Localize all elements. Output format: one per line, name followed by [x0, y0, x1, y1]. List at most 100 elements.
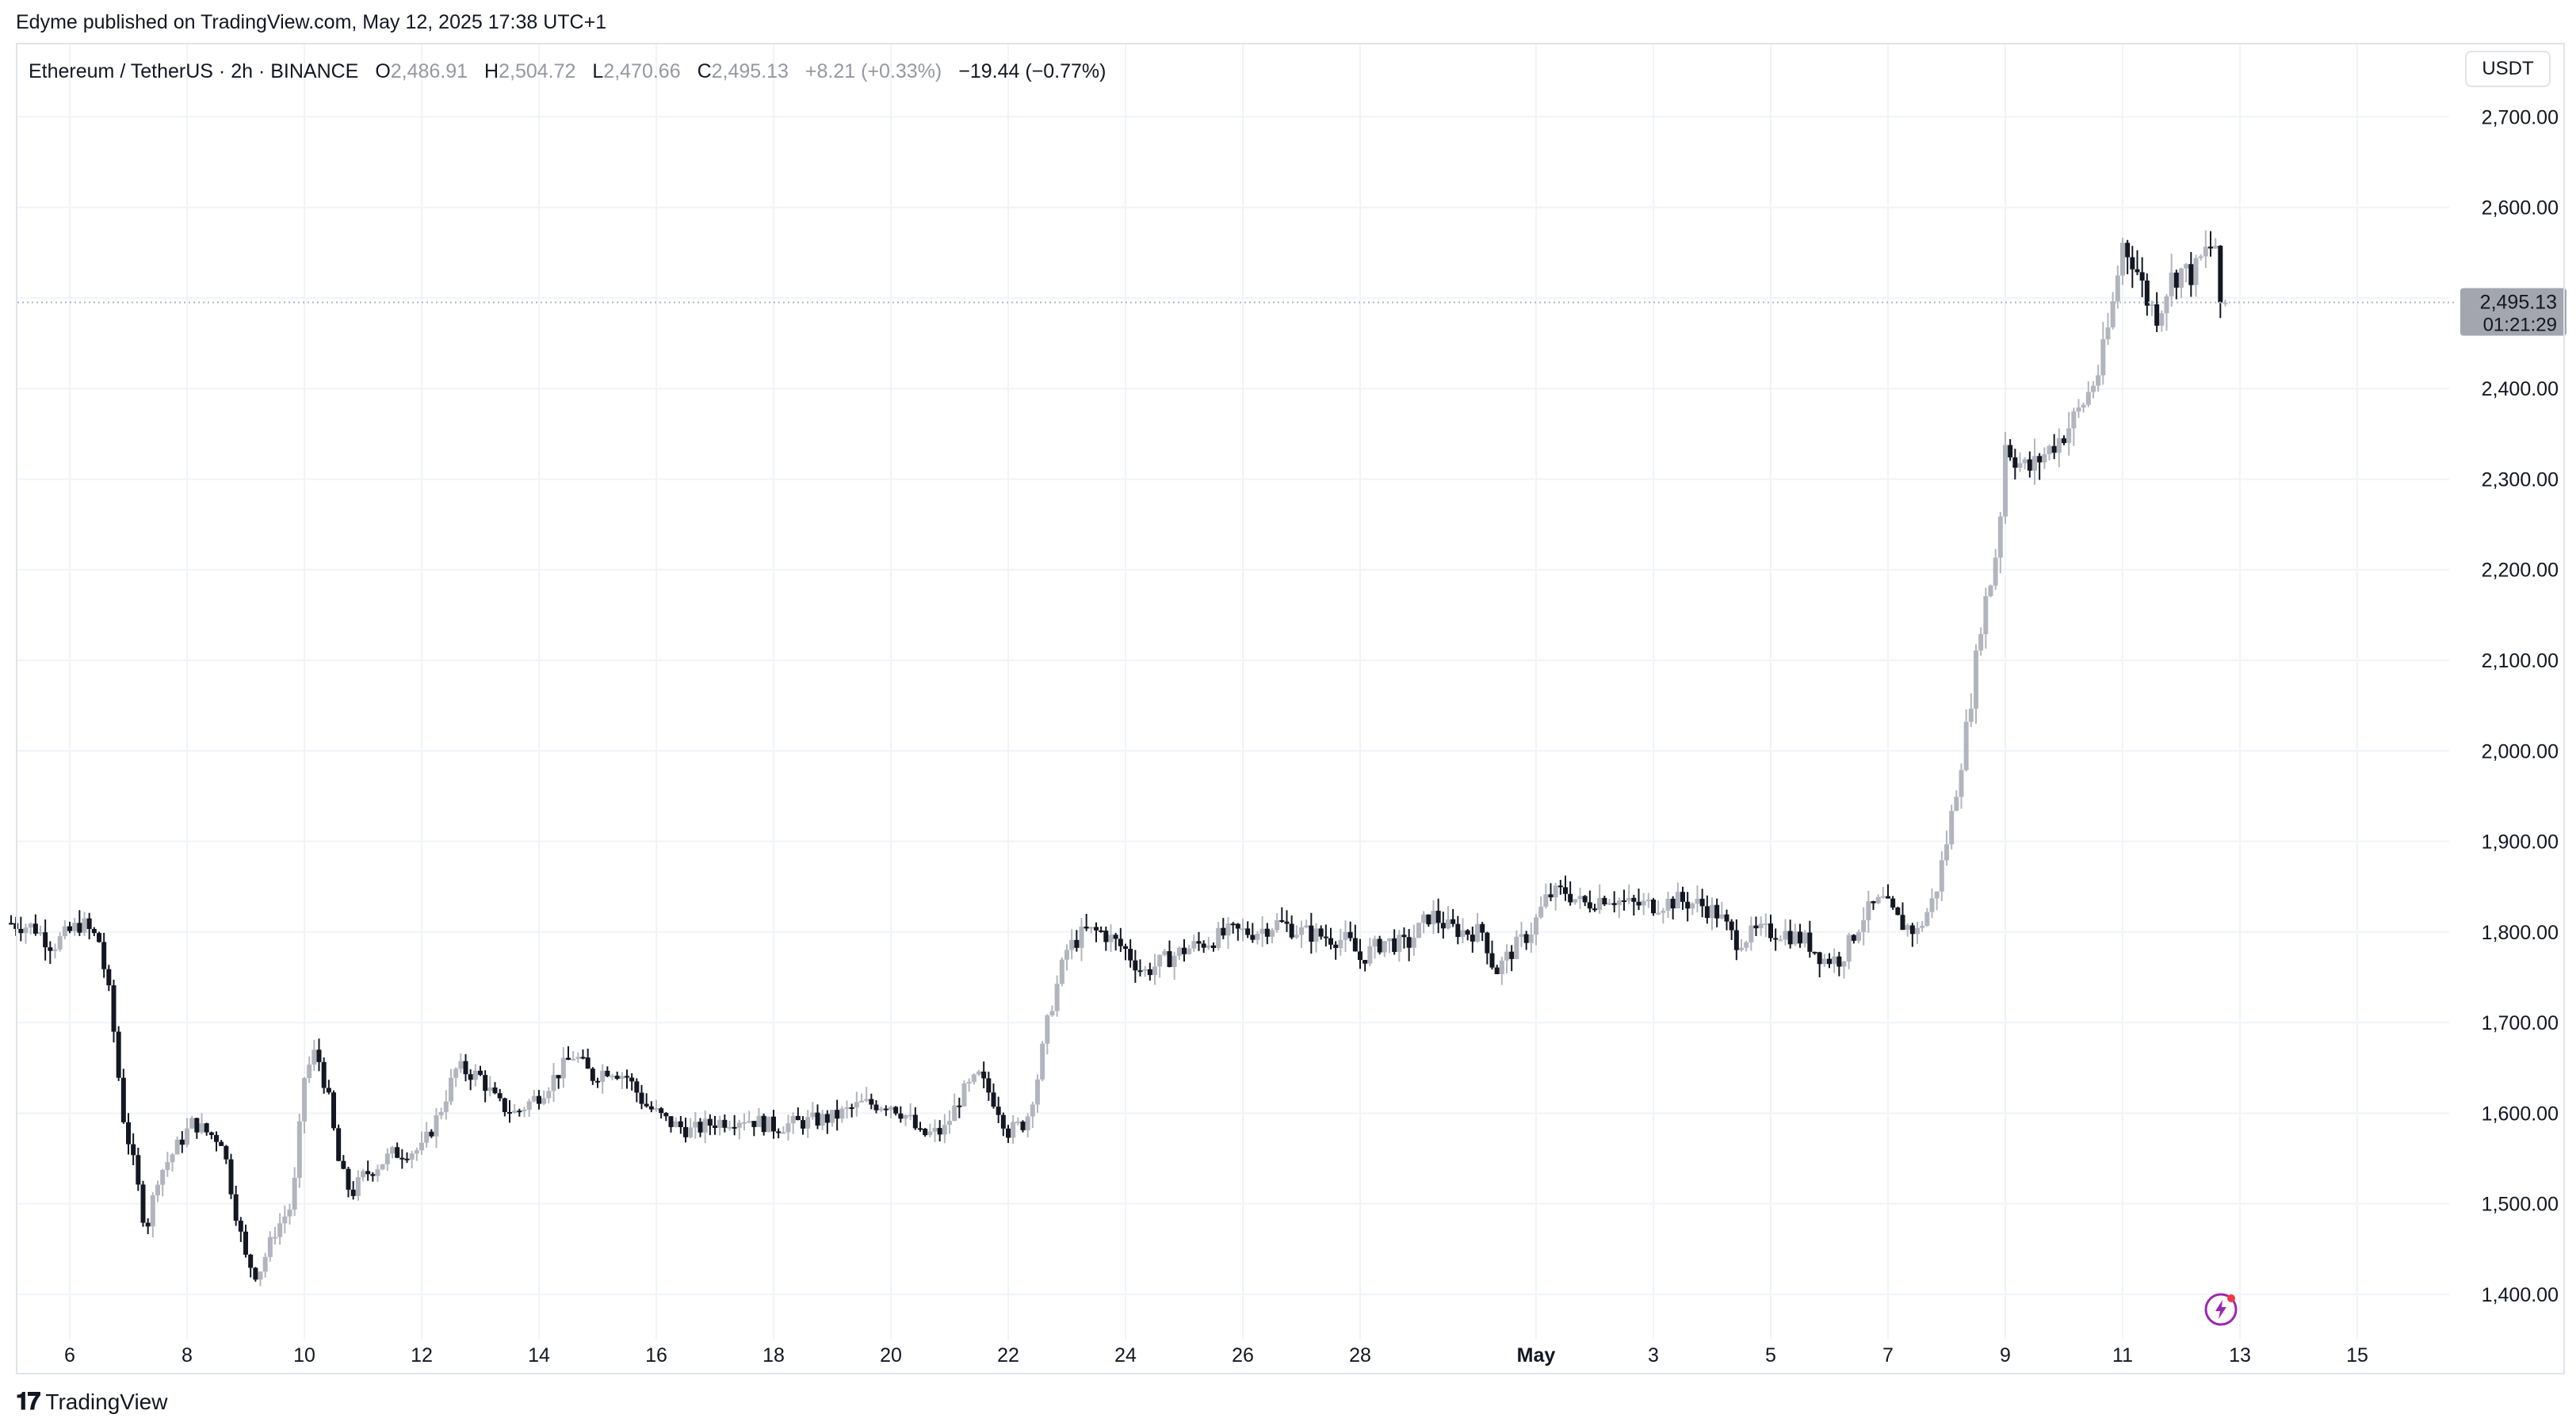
- candle-body: [1358, 951, 1363, 961]
- candle-body: [1054, 984, 1060, 1011]
- candle-body: [2105, 327, 2111, 340]
- candle-body: [595, 1080, 600, 1083]
- candle-body: [981, 1071, 987, 1079]
- candle-body: [898, 1113, 904, 1119]
- candle-body: [839, 1108, 845, 1119]
- candle-body: [1997, 516, 2003, 558]
- candle-body: [1768, 923, 1773, 938]
- candle-body: [1045, 1015, 1050, 1044]
- candle-body: [2008, 445, 2013, 458]
- candle-body: [258, 1271, 263, 1280]
- candle-body: [1279, 919, 1285, 922]
- candle-body: [2017, 463, 2023, 468]
- candle-body: [971, 1074, 977, 1082]
- candle-body: [517, 1110, 522, 1113]
- candle-body: [1270, 930, 1275, 937]
- candle-body: [1035, 1079, 1040, 1105]
- candle-body: [722, 1119, 728, 1128]
- candle-body: [644, 1103, 649, 1107]
- candle-body: [2198, 256, 2203, 258]
- candle-body: [1230, 923, 1236, 926]
- candle-body: [776, 1131, 782, 1133]
- candle-body: [1372, 938, 1378, 946]
- candle-body: [1460, 930, 1466, 937]
- candle-body: [1915, 927, 1920, 935]
- candle-body: [1147, 969, 1152, 976]
- candle-body: [1758, 923, 1764, 929]
- candle-body: [478, 1070, 483, 1076]
- candle-body: [23, 927, 29, 934]
- candle-body: [150, 1195, 155, 1227]
- candle-body: [693, 1122, 698, 1128]
- candle-body: [1645, 899, 1651, 901]
- candle-body: [1821, 958, 1827, 965]
- x-tick-label: 9: [2000, 1344, 2011, 1367]
- candle-body: [820, 1114, 825, 1126]
- candle-body: [1597, 897, 1603, 910]
- candle-body: [648, 1106, 654, 1110]
- candle-body: [1733, 930, 1739, 950]
- candle-body: [849, 1107, 854, 1110]
- candle-body: [419, 1142, 424, 1151]
- candle-body: [766, 1116, 771, 1133]
- candle-body: [443, 1101, 449, 1112]
- candle-body: [2193, 258, 2199, 285]
- candle-body: [1284, 921, 1290, 924]
- candle-body: [1812, 951, 1817, 954]
- candle-body: [878, 1108, 884, 1110]
- candle-body: [2110, 301, 2115, 327]
- candle-body: [1846, 935, 1852, 962]
- candle-body: [531, 1095, 537, 1102]
- candle-body: [1235, 923, 1240, 929]
- candle-body: [2139, 272, 2145, 281]
- candle-body: [1880, 896, 1886, 898]
- candle-body: [170, 1154, 175, 1163]
- candle-body: [9, 923, 13, 925]
- candle-body: [179, 1139, 185, 1145]
- candle-body: [1079, 927, 1084, 948]
- symbol-title[interactable]: Ethereum / TetherUS · 2h · BINANCE: [29, 60, 359, 82]
- x-tick-label: 12: [411, 1344, 433, 1367]
- candle-body: [1602, 897, 1607, 904]
- candle-body: [673, 1121, 678, 1127]
- candle-body: [507, 1111, 512, 1114]
- candle-body: [986, 1078, 992, 1093]
- publication-note: Edyme published on TradingView.com, May …: [16, 11, 607, 33]
- candle-body: [390, 1147, 395, 1154]
- candle-body: [2071, 411, 2077, 429]
- candle-body: [116, 1031, 121, 1078]
- candle-body: [311, 1049, 317, 1065]
- lightning-icon[interactable]: [2203, 1292, 2238, 1327]
- candle-body: [189, 1118, 195, 1129]
- candle-body: [771, 1116, 776, 1132]
- candle-body: [1568, 893, 1573, 903]
- candle-body: [2042, 454, 2047, 463]
- candle-body: [1704, 906, 1710, 919]
- candle-body: [1494, 967, 1500, 974]
- candle-body: [361, 1171, 365, 1178]
- x-tick-label: 3: [1648, 1344, 1659, 1367]
- candle-body: [1069, 939, 1075, 950]
- candle-body: [140, 1184, 146, 1223]
- footer-brand[interactable]: 𝟏𝟕 TradingView: [16, 1389, 167, 1416]
- candle-body: [131, 1144, 136, 1156]
- candle-body: [2091, 385, 2096, 392]
- candle-body: [1744, 942, 1749, 948]
- candle-body: [106, 969, 112, 986]
- candle-body: [580, 1057, 586, 1059]
- candle-body: [409, 1153, 415, 1160]
- candle-body: [2100, 339, 2106, 376]
- candle-body: [1832, 956, 1837, 965]
- candle-body: [1333, 944, 1339, 948]
- candle-body: [1431, 911, 1436, 925]
- candle-body: [208, 1132, 214, 1135]
- candle-body: [1553, 885, 1558, 898]
- candle-body: [2062, 438, 2066, 443]
- x-tick-label: 6: [64, 1344, 75, 1367]
- candle-body: [512, 1110, 518, 1113]
- currency-unit-button[interactable]: USDT: [2465, 51, 2551, 87]
- symbol-legend: Ethereum / TetherUS · 2h · BINANCE O2,48…: [29, 60, 1106, 83]
- candle-body: [155, 1184, 160, 1195]
- candle-body: [1006, 1128, 1011, 1138]
